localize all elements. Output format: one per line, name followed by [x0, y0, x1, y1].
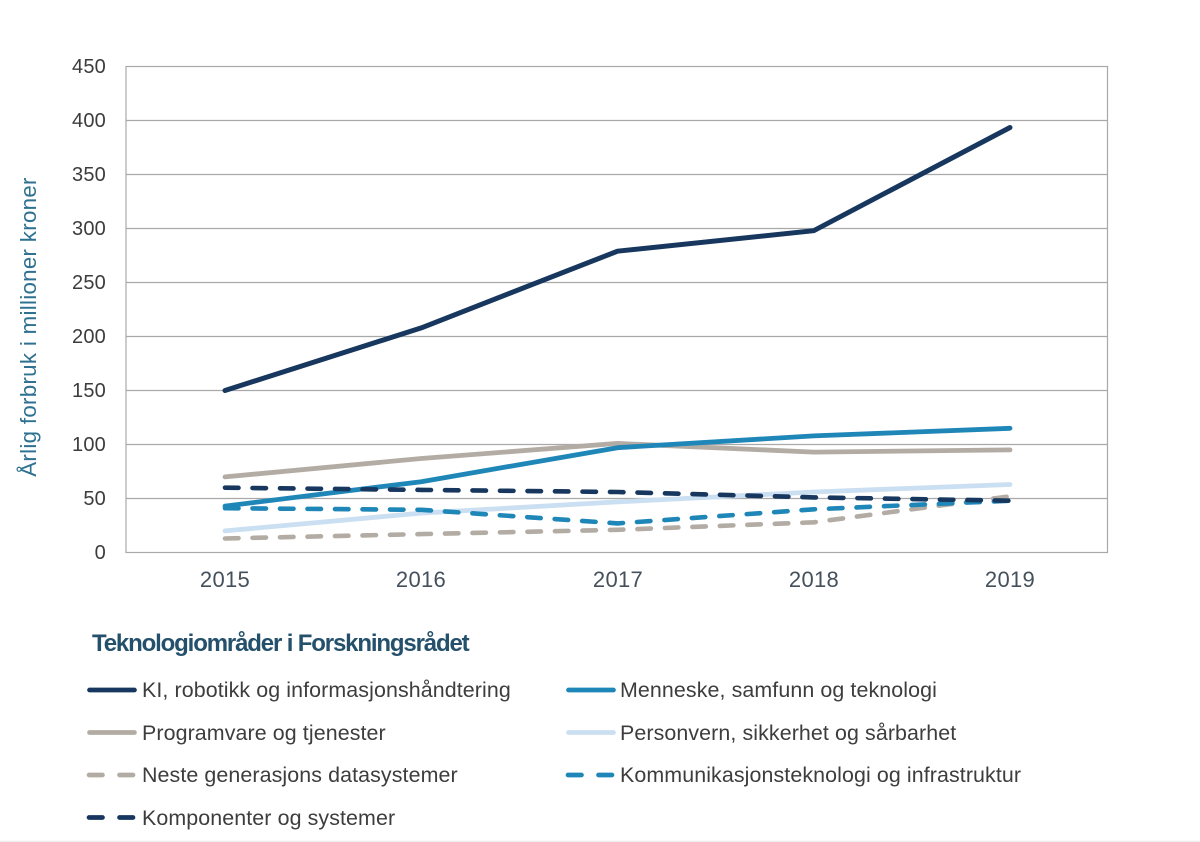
svg-text:Menneske, samfunn og teknologi: Menneske, samfunn og teknologi: [620, 678, 937, 702]
svg-text:0: 0: [95, 542, 106, 564]
svg-text:Personvern, sikkerhet og sårba: Personvern, sikkerhet og sårbarhet: [620, 721, 956, 745]
svg-text:100: 100: [72, 434, 106, 456]
svg-text:300: 300: [72, 218, 106, 240]
svg-text:200: 200: [72, 326, 106, 348]
svg-text:400: 400: [72, 110, 106, 132]
svg-text:2017: 2017: [593, 567, 643, 592]
svg-text:50: 50: [83, 488, 106, 510]
svg-text:150: 150: [72, 380, 106, 402]
svg-text:450: 450: [72, 56, 106, 78]
svg-text:Teknologiområder i Forskningsr: Teknologiområder i Forskningsrådet: [92, 630, 470, 657]
svg-text:KI, robotikk og informasjonshå: KI, robotikk og informasjonshåndtering: [142, 678, 511, 702]
svg-text:Årlig forbruk i millioner kron: Årlig forbruk i millioner kroner: [16, 177, 41, 477]
svg-text:Kommunikasjonsteknologi og inf: Kommunikasjonsteknologi og infrastruktur: [620, 763, 1021, 787]
svg-text:Neste generasjons datasystemer: Neste generasjons datasystemer: [142, 763, 458, 787]
svg-text:350: 350: [72, 164, 106, 186]
svg-text:2019: 2019: [985, 567, 1035, 592]
svg-text:2015: 2015: [200, 567, 250, 592]
svg-text:2018: 2018: [789, 567, 839, 592]
svg-text:Programvare og tjenester: Programvare og tjenester: [142, 721, 386, 745]
svg-text:2016: 2016: [396, 567, 446, 592]
svg-text:250: 250: [72, 272, 106, 294]
svg-text:Komponenter og systemer: Komponenter og systemer: [142, 806, 395, 830]
